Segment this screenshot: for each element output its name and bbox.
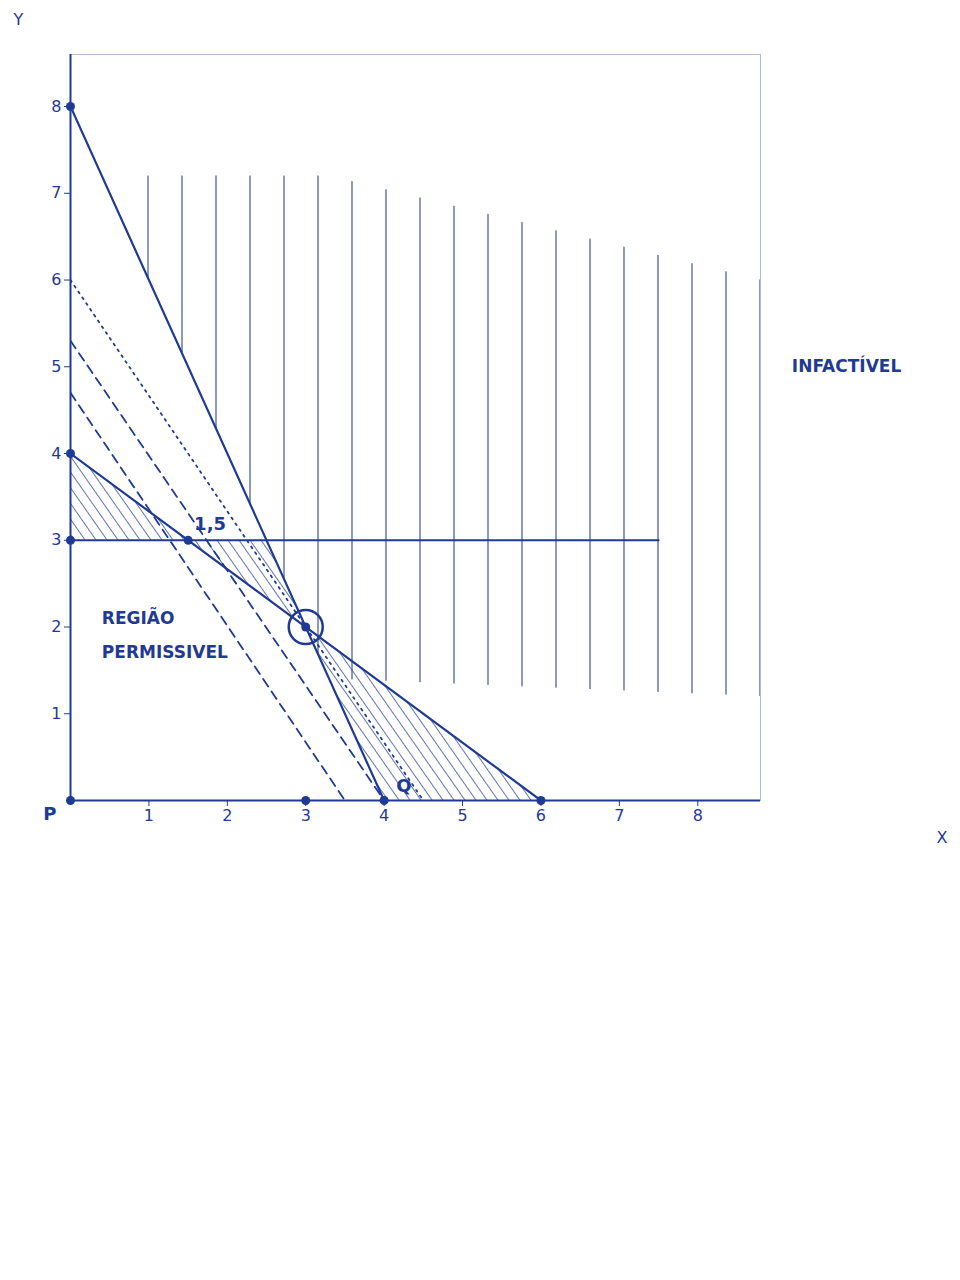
svg-text:3: 3 — [301, 806, 311, 825]
svg-text:8: 8 — [51, 97, 61, 116]
svg-text:1,5: 1,5 — [194, 513, 226, 534]
svg-text:4: 4 — [379, 806, 389, 825]
svg-text:2: 2 — [222, 806, 232, 825]
svg-text:7: 7 — [614, 806, 624, 825]
svg-text:P: P — [43, 803, 56, 824]
svg-text:Y: Y — [13, 10, 24, 29]
svg-text:REGIÃO: REGIÃO — [102, 606, 175, 628]
svg-text:8: 8 — [693, 806, 703, 825]
svg-text:7: 7 — [51, 183, 61, 202]
svg-text:2: 2 — [51, 617, 61, 636]
svg-text:6: 6 — [51, 270, 61, 289]
svg-text:Q: Q — [396, 775, 411, 796]
svg-text:5: 5 — [51, 357, 61, 376]
svg-text:3: 3 — [51, 530, 61, 549]
svg-text:X: X — [937, 828, 948, 847]
svg-text:INFACTÍVEL: INFACTÍVEL — [792, 355, 902, 376]
svg-text:1: 1 — [144, 806, 154, 825]
svg-text:PERMISSIVEL: PERMISSIVEL — [102, 642, 228, 662]
svg-text:1: 1 — [51, 704, 61, 723]
svg-text:6: 6 — [536, 806, 546, 825]
svg-text:5: 5 — [457, 806, 467, 825]
svg-text:4: 4 — [51, 444, 61, 463]
